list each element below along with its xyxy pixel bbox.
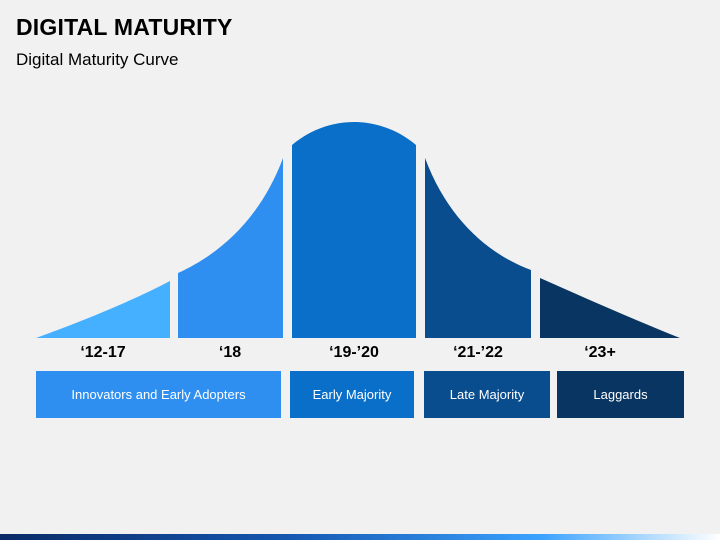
page-subtitle: Digital Maturity Curve xyxy=(16,50,179,69)
footer-gradient-bar xyxy=(0,534,720,540)
curve-segment-laggards xyxy=(540,278,680,338)
curve-segment-early-majority xyxy=(292,122,416,338)
year-label-2: ‘18 xyxy=(218,344,242,361)
category-box-laggards: Laggards xyxy=(557,371,684,418)
year-label-4: ‘21-’22 xyxy=(453,344,503,361)
year-label-5: ‘23+ xyxy=(584,344,616,361)
page-title: DIGITAL MATURITY xyxy=(16,14,233,40)
year-label-1: ‘12-17 xyxy=(80,344,126,361)
category-label-early-majority: Early Majority xyxy=(312,387,392,402)
category-box-early-majority: Early Majority xyxy=(290,371,414,418)
curve-segment-late-majority xyxy=(425,158,531,338)
category-label-innovators: Innovators and Early Adopters xyxy=(71,387,246,402)
category-label-late-majority: Late Majority xyxy=(449,387,525,402)
category-label-laggards: Laggards xyxy=(593,387,648,402)
category-box-late-majority: Late Majority xyxy=(424,371,550,418)
curve-segment-innovators xyxy=(36,281,170,338)
curve-segment-early-adopters xyxy=(178,158,283,338)
year-label-3: ‘19-’20 xyxy=(329,344,379,361)
category-box-innovators: Innovators and Early Adopters xyxy=(36,371,281,418)
